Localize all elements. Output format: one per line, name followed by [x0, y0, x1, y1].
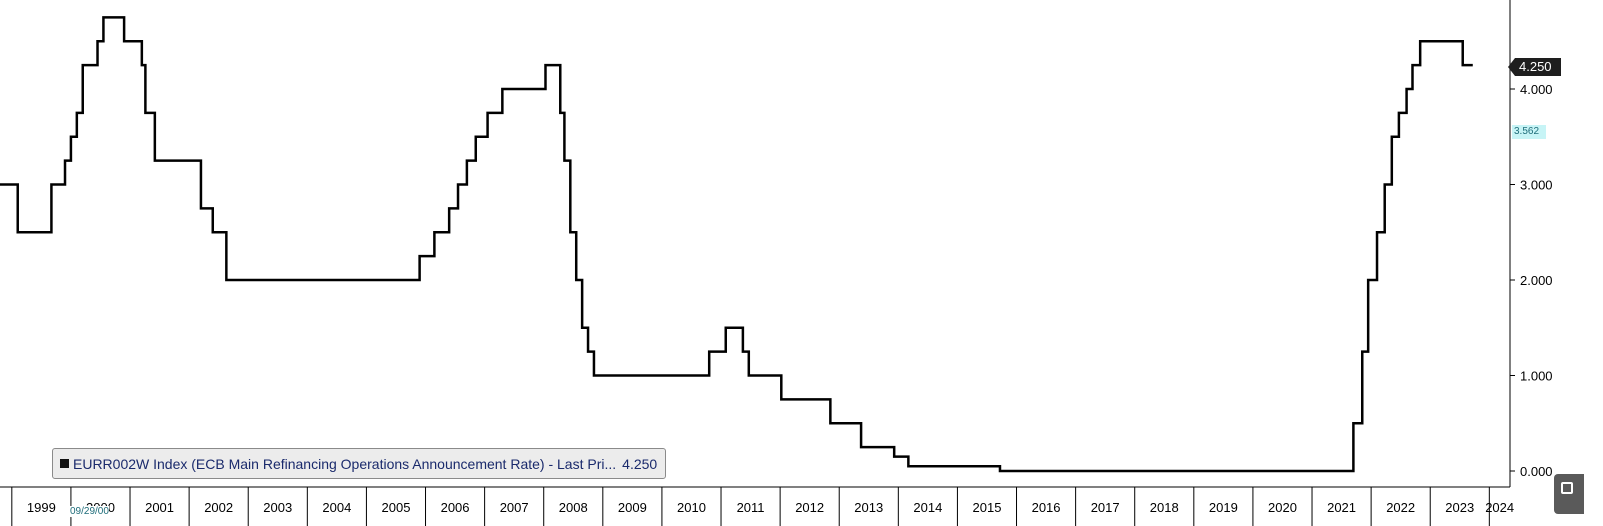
cursor-value-badge: 3.562 [1512, 125, 1546, 139]
chart-options-icon[interactable] [1554, 474, 1584, 514]
y-tick-label: 5.000 [1520, 0, 1553, 2]
legend-value: 4.250 [622, 455, 658, 472]
x-tick-label: 2024 [1485, 500, 1514, 515]
x-tick-label: 2017 [1091, 500, 1120, 515]
y-tick-label: 3.000 [1520, 178, 1553, 193]
x-tick-label: 2015 [973, 500, 1002, 515]
x-tick-label: 2019 [1209, 500, 1238, 515]
x-tick-label: 2003 [263, 500, 292, 515]
x-tick-label: 2010 [677, 500, 706, 515]
x-tick-label: 2023 [1445, 500, 1474, 515]
x-tick-label: 2018 [1150, 500, 1179, 515]
legend-series-label: EURR002W Index (ECB Main Refinancing Ope… [73, 455, 617, 472]
series-line [0, 16, 1473, 473]
x-tick-label: 2001 [145, 500, 174, 515]
x-tick-label: 2011 [737, 500, 765, 515]
x-tick-label: 2020 [1268, 500, 1297, 515]
x-tick-label: 2013 [854, 500, 883, 515]
series-layer [0, 16, 1473, 473]
x-tick-label: 2008 [559, 500, 588, 515]
x-tick-label: 2005 [382, 500, 411, 515]
x-tick-label: 2002 [204, 500, 233, 515]
y-tick-label: 0.000 [1520, 464, 1553, 479]
x-tick-label: 2016 [1032, 500, 1061, 515]
x-tick-label: 2022 [1386, 500, 1415, 515]
last-value-badge: 4.250 [1508, 58, 1561, 76]
chart-options-glyph [1561, 482, 1573, 494]
x-tick-label: 2009 [618, 500, 647, 515]
x-tick-label: 1999 [27, 500, 56, 515]
x-tick-label: 2021 [1327, 500, 1356, 515]
cursor-date-label: 09/29/00 [70, 506, 109, 517]
legend-swatch [60, 459, 69, 468]
x-tick-label: 2004 [322, 500, 351, 515]
y-tick-label: 4.000 [1520, 82, 1553, 97]
y-tick-label: 2.000 [1520, 273, 1553, 288]
y-tick-label: 1.000 [1520, 369, 1553, 384]
x-tick-label: 2006 [441, 500, 470, 515]
x-tick-label: 2012 [795, 500, 824, 515]
x-tick-label: 2007 [500, 500, 529, 515]
x-axis: 1999200020012002200320042005200620072008… [0, 486, 1514, 526]
x-tick-label: 2014 [913, 500, 942, 515]
y-axis: 0.000 1.000 2.000 3.000 4.000 5.000 [1509, 0, 1553, 487]
legend: EURR002W Index (ECB Main Refinancing Ope… [52, 448, 667, 479]
